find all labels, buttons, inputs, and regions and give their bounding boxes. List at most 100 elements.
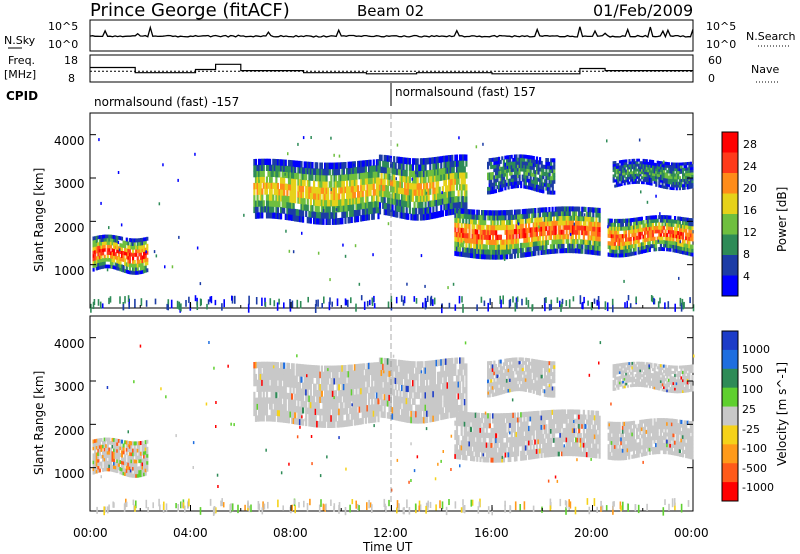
scatter-cell bbox=[141, 472, 144, 477]
scatter-cell bbox=[364, 202, 367, 209]
scatter-cell bbox=[686, 251, 689, 256]
scatter-cell bbox=[402, 415, 405, 422]
scatter-cell bbox=[410, 392, 413, 399]
scatter-cell bbox=[380, 363, 383, 370]
scatter-cell bbox=[259, 397, 262, 404]
scatter-cell bbox=[502, 162, 505, 167]
scatter-cell bbox=[526, 185, 529, 190]
scatter-cell bbox=[510, 168, 513, 173]
scatter-cell bbox=[529, 175, 532, 180]
scatter-cell bbox=[645, 181, 648, 185]
scatter-cell bbox=[258, 188, 261, 195]
scatter-cell bbox=[510, 161, 513, 166]
scatter-cell bbox=[349, 407, 352, 414]
scatter-cell bbox=[493, 168, 496, 173]
scatter-cell bbox=[531, 217, 534, 223]
scatter-cell bbox=[465, 242, 468, 248]
scatter-cell bbox=[400, 181, 404, 189]
scatter-cell bbox=[363, 405, 366, 412]
scatter-cell bbox=[397, 199, 400, 206]
scatter-cell bbox=[292, 387, 295, 394]
scatter-cell bbox=[545, 168, 548, 173]
scatter-cell bbox=[353, 370, 356, 377]
scatter-cell bbox=[625, 226, 628, 231]
scatter-cell bbox=[454, 212, 457, 218]
scatter-cell bbox=[463, 213, 466, 219]
scatter-cell bbox=[670, 173, 674, 177]
scatter-cell bbox=[482, 229, 485, 235]
scatter-cell bbox=[344, 162, 347, 169]
scatter-cell bbox=[100, 258, 103, 263]
scatter-cell bbox=[259, 361, 262, 369]
scatter-cell bbox=[382, 387, 385, 394]
scatter-cell bbox=[342, 420, 345, 428]
scatter-cell bbox=[261, 373, 264, 380]
scatter-cell bbox=[114, 438, 117, 443]
scatter-cell bbox=[333, 181, 336, 188]
scatter-cell bbox=[637, 250, 640, 255]
scatter-cell bbox=[590, 244, 593, 250]
scatter-cell bbox=[265, 409, 269, 416]
scatter-cell bbox=[303, 370, 306, 377]
scatter-cell bbox=[346, 371, 349, 378]
scatter-cell bbox=[270, 409, 273, 416]
scatter-cell bbox=[303, 204, 306, 211]
scatter-cell bbox=[106, 437, 109, 442]
scatter-cell bbox=[127, 252, 130, 257]
scatter-cell bbox=[449, 155, 452, 162]
scatter-cell bbox=[130, 245, 133, 250]
scatter-cell bbox=[363, 381, 366, 388]
scatter-cell bbox=[613, 249, 617, 254]
scatter-cell bbox=[350, 370, 353, 378]
noise-cell bbox=[110, 265, 113, 269]
scatter-cell bbox=[636, 217, 639, 222]
scatter-cell bbox=[272, 391, 275, 398]
scatter-cell bbox=[490, 175, 493, 180]
scatter-cell bbox=[139, 245, 143, 250]
scatter-cell bbox=[465, 233, 468, 239]
scatter-cell bbox=[320, 174, 323, 182]
scatter-cell bbox=[270, 212, 273, 219]
scatter-cell bbox=[674, 234, 677, 239]
scatter-cell bbox=[396, 211, 399, 218]
scatter-cell bbox=[411, 398, 415, 405]
scatter-cell bbox=[324, 187, 327, 194]
noise-cell bbox=[100, 201, 102, 205]
scatter-cell bbox=[122, 258, 125, 262]
scatter-cell bbox=[598, 241, 601, 247]
noise-cell bbox=[258, 179, 260, 183]
scatter-cell bbox=[529, 251, 532, 257]
scatter-cell bbox=[596, 236, 600, 242]
scatter-cell bbox=[670, 222, 674, 227]
scatter-cell bbox=[328, 396, 331, 404]
ground-scatter-cell bbox=[604, 301, 607, 310]
scatter-cell bbox=[644, 241, 647, 246]
scatter-cell bbox=[295, 387, 298, 395]
scatter-cell bbox=[138, 238, 141, 243]
scatter-cell bbox=[120, 254, 124, 258]
scatter-cell bbox=[415, 189, 418, 196]
scatter-cell bbox=[617, 238, 620, 243]
scatter-cell bbox=[265, 367, 269, 374]
scatter-cell bbox=[357, 382, 360, 389]
scatter-cell bbox=[106, 454, 109, 458]
scatter-cell bbox=[317, 174, 320, 182]
scatter-cell bbox=[289, 214, 292, 221]
scatter-cell bbox=[682, 186, 685, 190]
scatter-cell bbox=[680, 235, 683, 240]
scatter-cell bbox=[385, 364, 388, 371]
scatter-cell bbox=[677, 162, 680, 166]
scatter-cell bbox=[440, 204, 443, 212]
scatter-cell bbox=[642, 173, 645, 177]
scatter-cell bbox=[418, 207, 421, 215]
scatter-cell bbox=[551, 183, 554, 188]
scatter-cell bbox=[374, 362, 377, 369]
scatter-cell bbox=[504, 249, 507, 255]
scatter-cell bbox=[322, 212, 325, 219]
scatter-cell bbox=[105, 467, 108, 472]
ground-scatter-cell bbox=[544, 303, 546, 312]
freq-tick-top: 18 bbox=[64, 54, 78, 67]
scatter-cell bbox=[609, 248, 612, 254]
scatter-cell bbox=[488, 239, 491, 245]
scatter-cell bbox=[342, 395, 345, 403]
